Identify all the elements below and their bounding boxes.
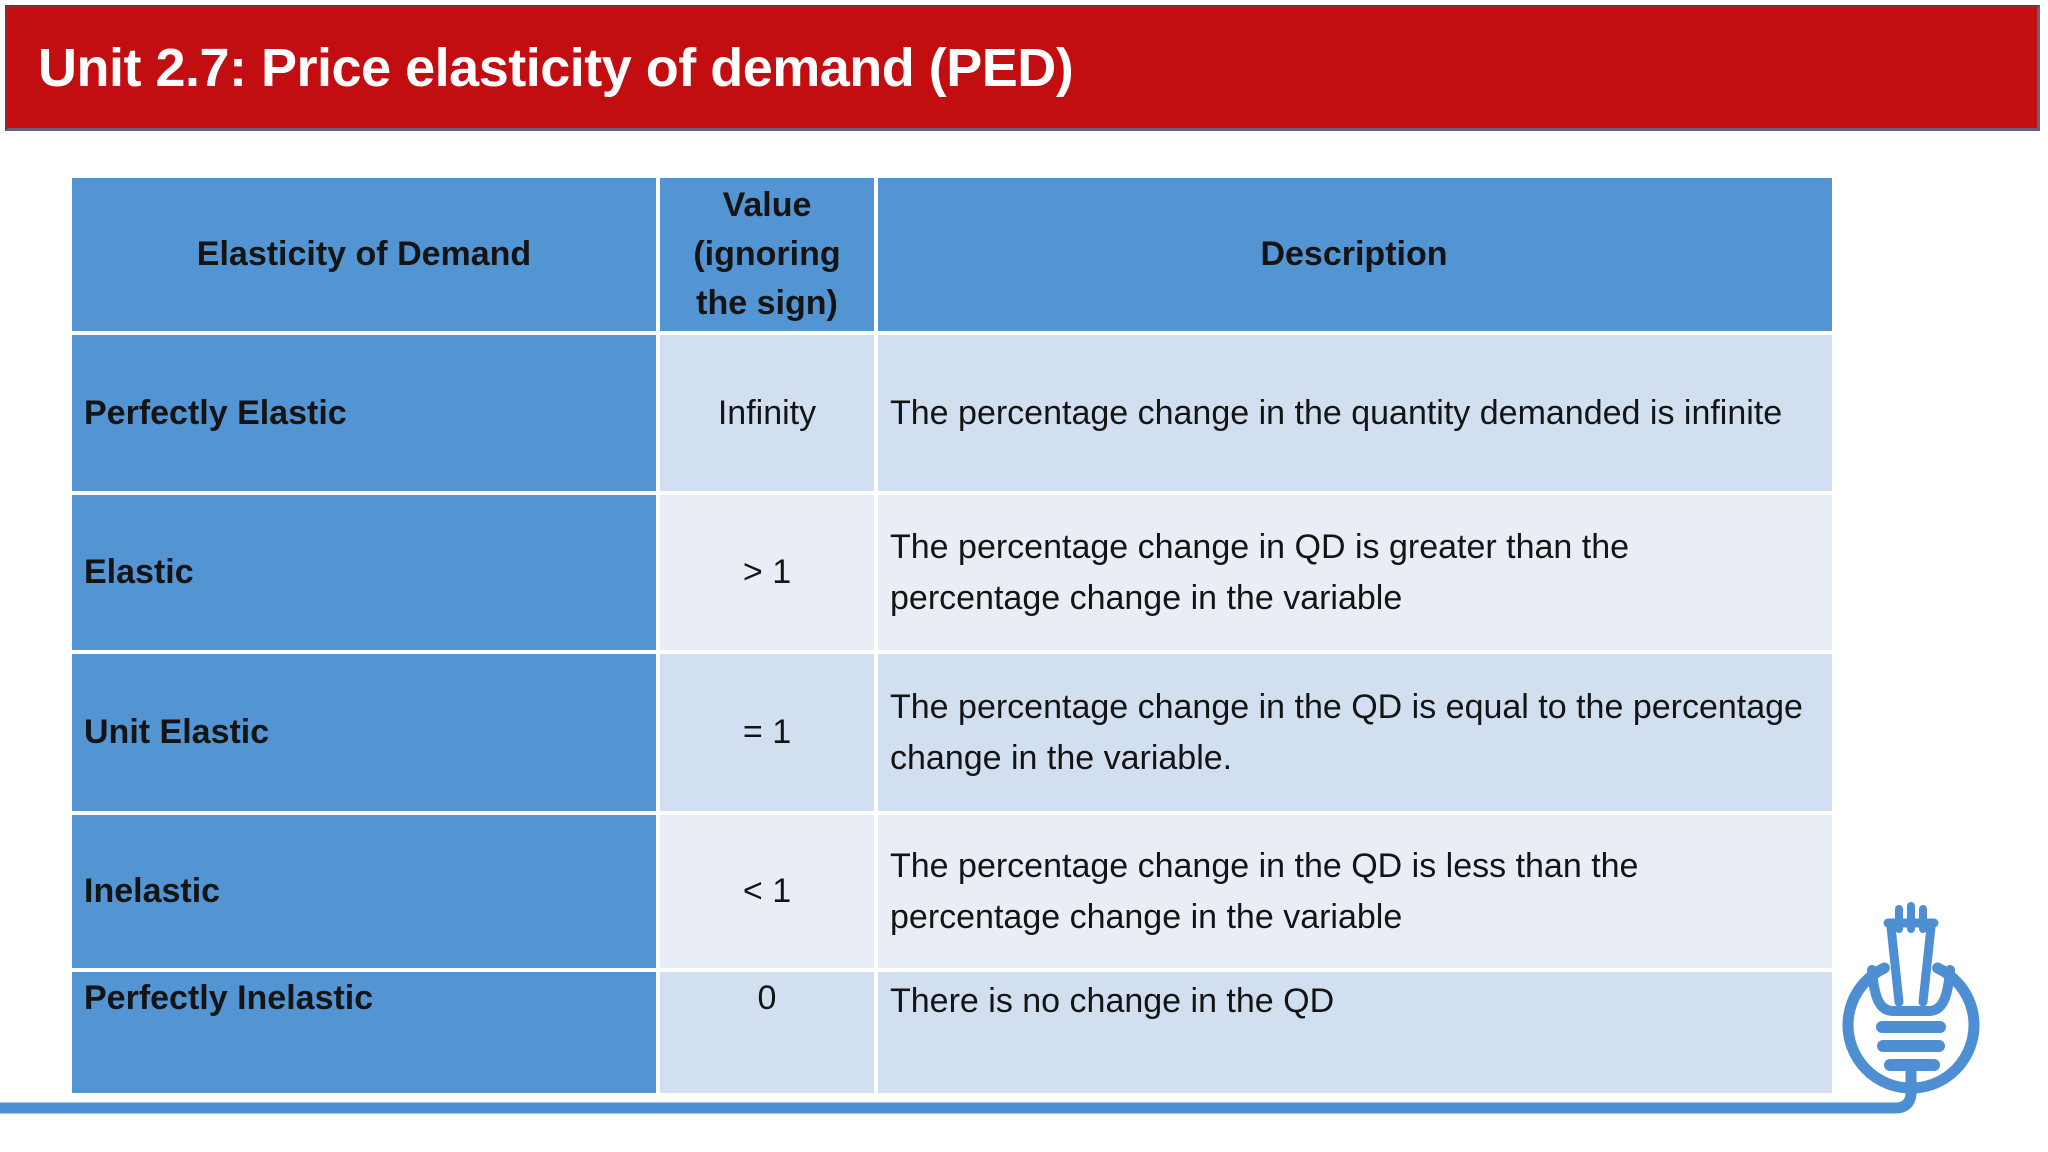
column-header-value: Value (ignoring the sign) bbox=[660, 178, 874, 331]
row-label-2: Elastic bbox=[72, 495, 656, 650]
row-value-4: < 1 bbox=[660, 815, 874, 968]
row-description-3: The percentage change in the QD is equal… bbox=[878, 654, 1832, 811]
row-label-5: Perfectly Inelastic bbox=[72, 972, 656, 1093]
row-label-4: Inelastic bbox=[72, 815, 656, 968]
row-label-1: Perfectly Elastic bbox=[72, 335, 656, 491]
title-banner: Unit 2.7: Price elasticity of demand (PE… bbox=[5, 5, 2040, 131]
row-value-2: > 1 bbox=[660, 495, 874, 650]
lightbulb-icon bbox=[1842, 902, 1980, 1114]
row-value-3: = 1 bbox=[660, 654, 874, 811]
row-description-2: The percentage change in QD is greater t… bbox=[878, 495, 1832, 650]
row-value-1: Infinity bbox=[660, 335, 874, 491]
row-description-5: There is no change in the QD bbox=[878, 972, 1832, 1093]
row-value-5: 0 bbox=[660, 972, 874, 1093]
column-header-description: Description bbox=[878, 178, 1832, 331]
row-label-3: Unit Elastic bbox=[72, 654, 656, 811]
column-header-elasticity-of-demand: Elasticity of Demand bbox=[72, 178, 656, 331]
elasticity-table: Elasticity of Demand Value (ignoring the… bbox=[72, 178, 1832, 1093]
row-description-4: The percentage change in the QD is less … bbox=[878, 815, 1832, 968]
row-description-1: The percentage change in the quantity de… bbox=[878, 335, 1832, 491]
slide-title: Unit 2.7: Price elasticity of demand (PE… bbox=[38, 38, 1074, 98]
